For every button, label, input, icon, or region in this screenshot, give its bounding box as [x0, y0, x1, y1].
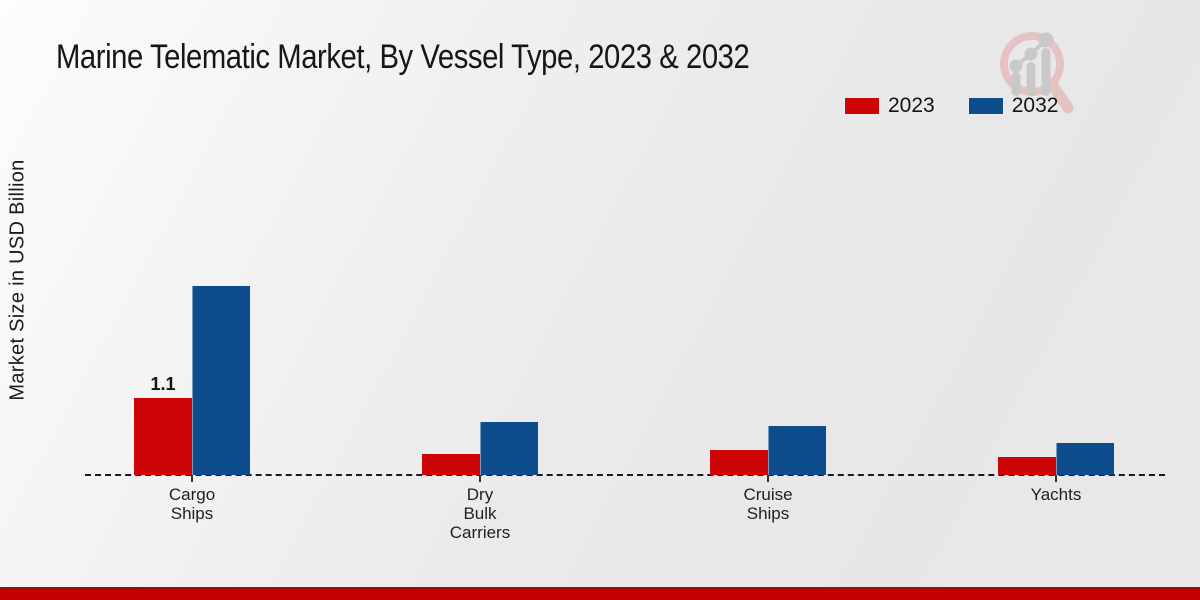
bar-2023-cargo-ships — [134, 398, 192, 475]
legend-item-2032: 2032 — [968, 94, 1059, 118]
x-axis-line — [85, 474, 1165, 476]
axis-tick-yachts — [1055, 475, 1057, 482]
footer-bar — [0, 587, 1200, 600]
legend-label: 2032 — [1011, 94, 1059, 117]
bar-2023-yachts — [998, 457, 1056, 475]
axis-tick-cargo-ships — [191, 475, 193, 482]
bar-2023-dry-bulk-carriers — [422, 454, 480, 475]
magnifier-handle — [1046, 78, 1074, 114]
legend-label: 2023 — [888, 94, 935, 117]
axis-tick-dry-bulk-carriers — [479, 475, 481, 482]
legend-swatch-2032 — [968, 98, 1003, 114]
logo-dot-2 — [1024, 47, 1038, 61]
bar-2032-cargo-ships — [192, 286, 250, 475]
legend-swatch-2023 — [845, 98, 879, 114]
brand-logo-watermark — [990, 22, 1082, 118]
category-label-yachts: Yachts — [1030, 485, 1082, 504]
bar-2032-cruise-ships — [768, 426, 826, 475]
legend-item-2023: 2023 — [845, 94, 935, 118]
logo-dot-3 — [1038, 32, 1054, 48]
bar-2023-cruise-ships — [710, 450, 768, 475]
logo-bar-tall — [1041, 48, 1051, 96]
magnifier-growth-chart-icon — [1000, 32, 1074, 114]
bar-2032-yachts — [1056, 443, 1114, 475]
bar-value-label-cargo-ships: 1.1 — [150, 374, 176, 394]
bar-2032-dry-bulk-carriers — [480, 422, 538, 475]
category-label-cargo-ships: Cargo Ships — [168, 485, 216, 523]
legend: 2023 2032 — [845, 94, 1058, 118]
logo-bar-medium — [1026, 62, 1036, 96]
axis-tick-cruise-ships — [767, 475, 769, 482]
category-label-dry-bulk-carriers: Dry Bulk Carriers — [449, 485, 511, 542]
category-label-cruise-ships: Cruise Ships — [743, 485, 793, 523]
logo-dot-1 — [1009, 59, 1023, 73]
logo-bar-small — [1011, 72, 1021, 96]
chart-title: Marine Telematic Market, By Vessel Type,… — [56, 38, 750, 76]
